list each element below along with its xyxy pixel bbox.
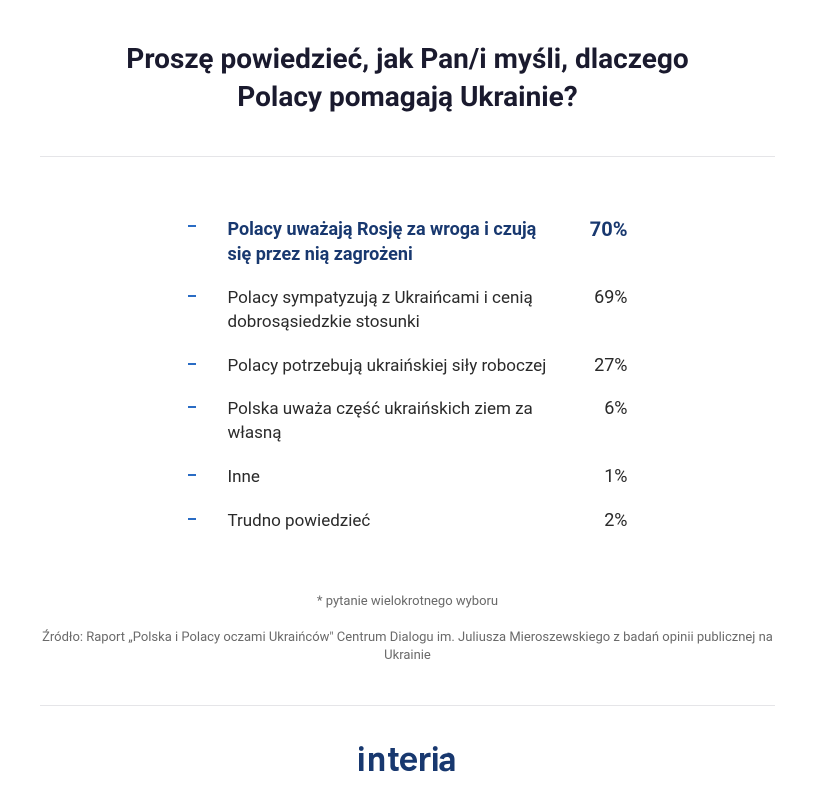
logo-container [359,746,457,774]
result-value: 69% [568,287,628,308]
bullet-dash-icon [188,510,228,520]
result-row: Polska uważa część ukraińskich ziem za w… [188,388,628,456]
result-row: Polacy sympatyzują z Ukraińcami i cenią … [188,277,628,345]
result-label: Polacy uważają Rosję za wroga i czują si… [228,217,568,267]
result-label: Inne [228,466,568,490]
result-row: Polacy potrzebują ukraińskiej siły roboc… [188,345,628,389]
results-table: Polacy uważają Rosję za wroga i czują si… [40,157,775,574]
result-row: Trudno powiedzieć2% [188,500,628,544]
bullet-dash-icon [188,398,228,408]
result-label: Polska uważa część ukraińskich ziem za w… [228,398,568,446]
divider-bottom [40,705,775,706]
result-label: Polacy potrzebują ukraińskiej siły roboc… [228,355,568,379]
chart-title: Proszę powiedzieć, jak Pan/i myśli, dlac… [98,40,718,116]
bullet-dash-icon [188,287,228,297]
result-row: Polacy uważają Rosję za wroga i czują si… [188,207,628,277]
result-label: Trudno powiedzieć [228,510,568,534]
result-label: Polacy sympatyzują z Ukraińcami i cenią … [228,287,568,335]
source-citation: Źródło: Raport „Polska i Polacy oczami U… [40,629,775,665]
result-value: 70% [568,217,628,241]
bullet-dash-icon [188,217,228,227]
result-value: 6% [568,398,628,419]
result-value: 2% [568,510,628,531]
footnote: * pytanie wielokrotnego wyboru [317,594,498,609]
bullet-dash-icon [188,355,228,365]
interia-logo [359,746,457,774]
result-value: 1% [568,466,628,487]
result-value: 27% [568,355,628,376]
result-row: Inne1% [188,456,628,500]
bullet-dash-icon [188,466,228,476]
